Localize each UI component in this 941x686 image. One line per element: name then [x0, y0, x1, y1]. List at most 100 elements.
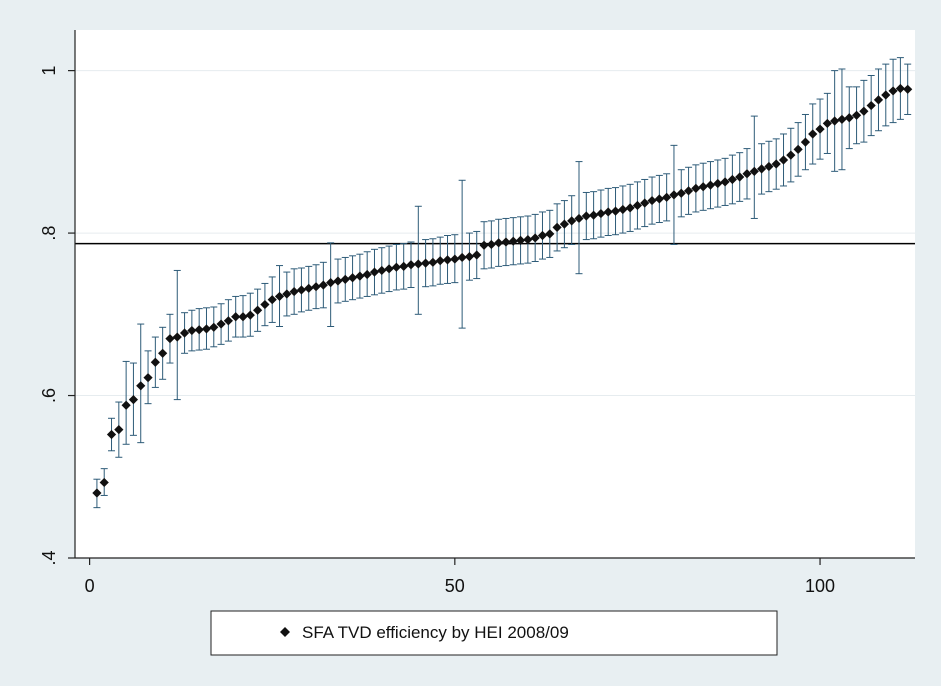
data-point-56 [494, 238, 504, 248]
data-point-51 [457, 252, 467, 263]
y-tick-label-0: .4 [39, 550, 59, 565]
legend-marker-diamond [280, 627, 290, 637]
data-point-95 [778, 155, 789, 165]
data-point-19 [223, 316, 233, 326]
data-point-15 [194, 325, 204, 335]
data-point-76 [640, 198, 650, 208]
data-point-12 [172, 332, 182, 342]
data-point-74 [625, 203, 635, 213]
x-tick-label-1: 50 [445, 576, 465, 596]
y-tick-label-3: 1 [39, 66, 59, 76]
data-point-58 [508, 236, 518, 246]
data-point-97 [793, 144, 803, 155]
data-point-14 [187, 325, 197, 336]
data-point-79 [662, 192, 672, 202]
data-point-21 [238, 312, 248, 322]
data-point-112 [903, 84, 913, 94]
data-point-80 [669, 190, 679, 200]
data-point-102 [830, 116, 840, 126]
data-point-75 [632, 200, 643, 211]
data-point-83 [691, 183, 701, 193]
data-point-69 [589, 210, 599, 220]
data-point-78 [654, 194, 664, 204]
data-point-33 [326, 278, 336, 288]
data-point-47 [428, 257, 438, 267]
data-point-9 [150, 357, 160, 367]
data-point-72 [610, 206, 621, 216]
data-point-22 [245, 310, 255, 320]
data-point-43 [399, 261, 409, 271]
data-point-1 [92, 488, 102, 498]
x-axis-ticks: 0 50 100 [85, 558, 835, 596]
data-point-66 [567, 216, 577, 226]
y-axis-ticks: .4 .6 .8 1 [39, 66, 75, 566]
data-point-103 [837, 114, 847, 124]
data-point-52 [464, 252, 475, 262]
data-markers [92, 83, 913, 498]
data-point-49 [442, 255, 453, 265]
data-point-81 [676, 188, 686, 198]
data-point-101 [822, 118, 832, 129]
data-point-99 [808, 129, 818, 139]
data-point-36 [347, 273, 358, 283]
data-point-93 [764, 161, 774, 172]
data-point-57 [501, 237, 511, 247]
data-point-87 [720, 177, 730, 187]
data-point-55 [486, 239, 496, 250]
data-point-92 [757, 164, 767, 174]
data-point-11 [165, 334, 175, 344]
plot-area [75, 30, 915, 558]
data-point-53 [472, 250, 482, 260]
data-point-40 [377, 265, 387, 276]
data-point-71 [603, 207, 613, 217]
data-point-2 [99, 477, 109, 488]
data-point-89 [735, 172, 745, 182]
data-point-105 [851, 110, 862, 120]
data-point-13 [179, 328, 190, 338]
data-point-41 [384, 264, 394, 274]
data-point-24 [260, 299, 270, 310]
data-point-84 [698, 182, 708, 192]
data-point-4 [114, 425, 124, 435]
data-point-100 [815, 124, 825, 134]
data-point-27 [282, 289, 292, 299]
data-point-6 [128, 395, 139, 405]
data-point-8 [143, 373, 153, 383]
data-point-25 [267, 295, 277, 305]
data-point-20 [231, 312, 241, 322]
data-point-7 [136, 381, 146, 391]
data-point-17 [209, 322, 219, 332]
data-point-42 [391, 262, 401, 272]
data-point-85 [705, 180, 716, 190]
data-point-29 [296, 285, 307, 295]
data-point-35 [340, 274, 350, 284]
data-point-88 [727, 174, 737, 185]
data-point-61 [530, 233, 540, 243]
data-point-96 [786, 150, 796, 160]
data-point-91 [749, 166, 759, 176]
data-point-106 [859, 106, 869, 116]
legend: SFA TVD efficiency by HEI 2008/09 [210, 610, 778, 656]
data-point-90 [742, 169, 752, 179]
data-point-10 [158, 348, 168, 358]
data-point-108 [873, 95, 884, 105]
data-point-44 [406, 260, 416, 270]
x-tick-label-2: 100 [805, 576, 835, 596]
data-point-28 [289, 286, 299, 297]
data-point-104 [844, 113, 854, 123]
legend-box [210, 610, 778, 656]
data-point-65 [559, 219, 569, 229]
data-point-32 [318, 280, 328, 290]
y-tick-label-1: .6 [39, 388, 59, 403]
data-point-86 [713, 178, 723, 189]
data-point-23 [253, 305, 263, 315]
data-point-68 [581, 211, 591, 221]
data-point-109 [881, 90, 891, 100]
data-point-67 [574, 213, 584, 224]
data-point-63 [545, 229, 555, 239]
data-point-37 [355, 271, 365, 281]
data-point-110 [888, 86, 898, 96]
data-point-94 [771, 159, 781, 169]
data-point-59 [515, 235, 526, 245]
data-point-107 [866, 100, 876, 111]
